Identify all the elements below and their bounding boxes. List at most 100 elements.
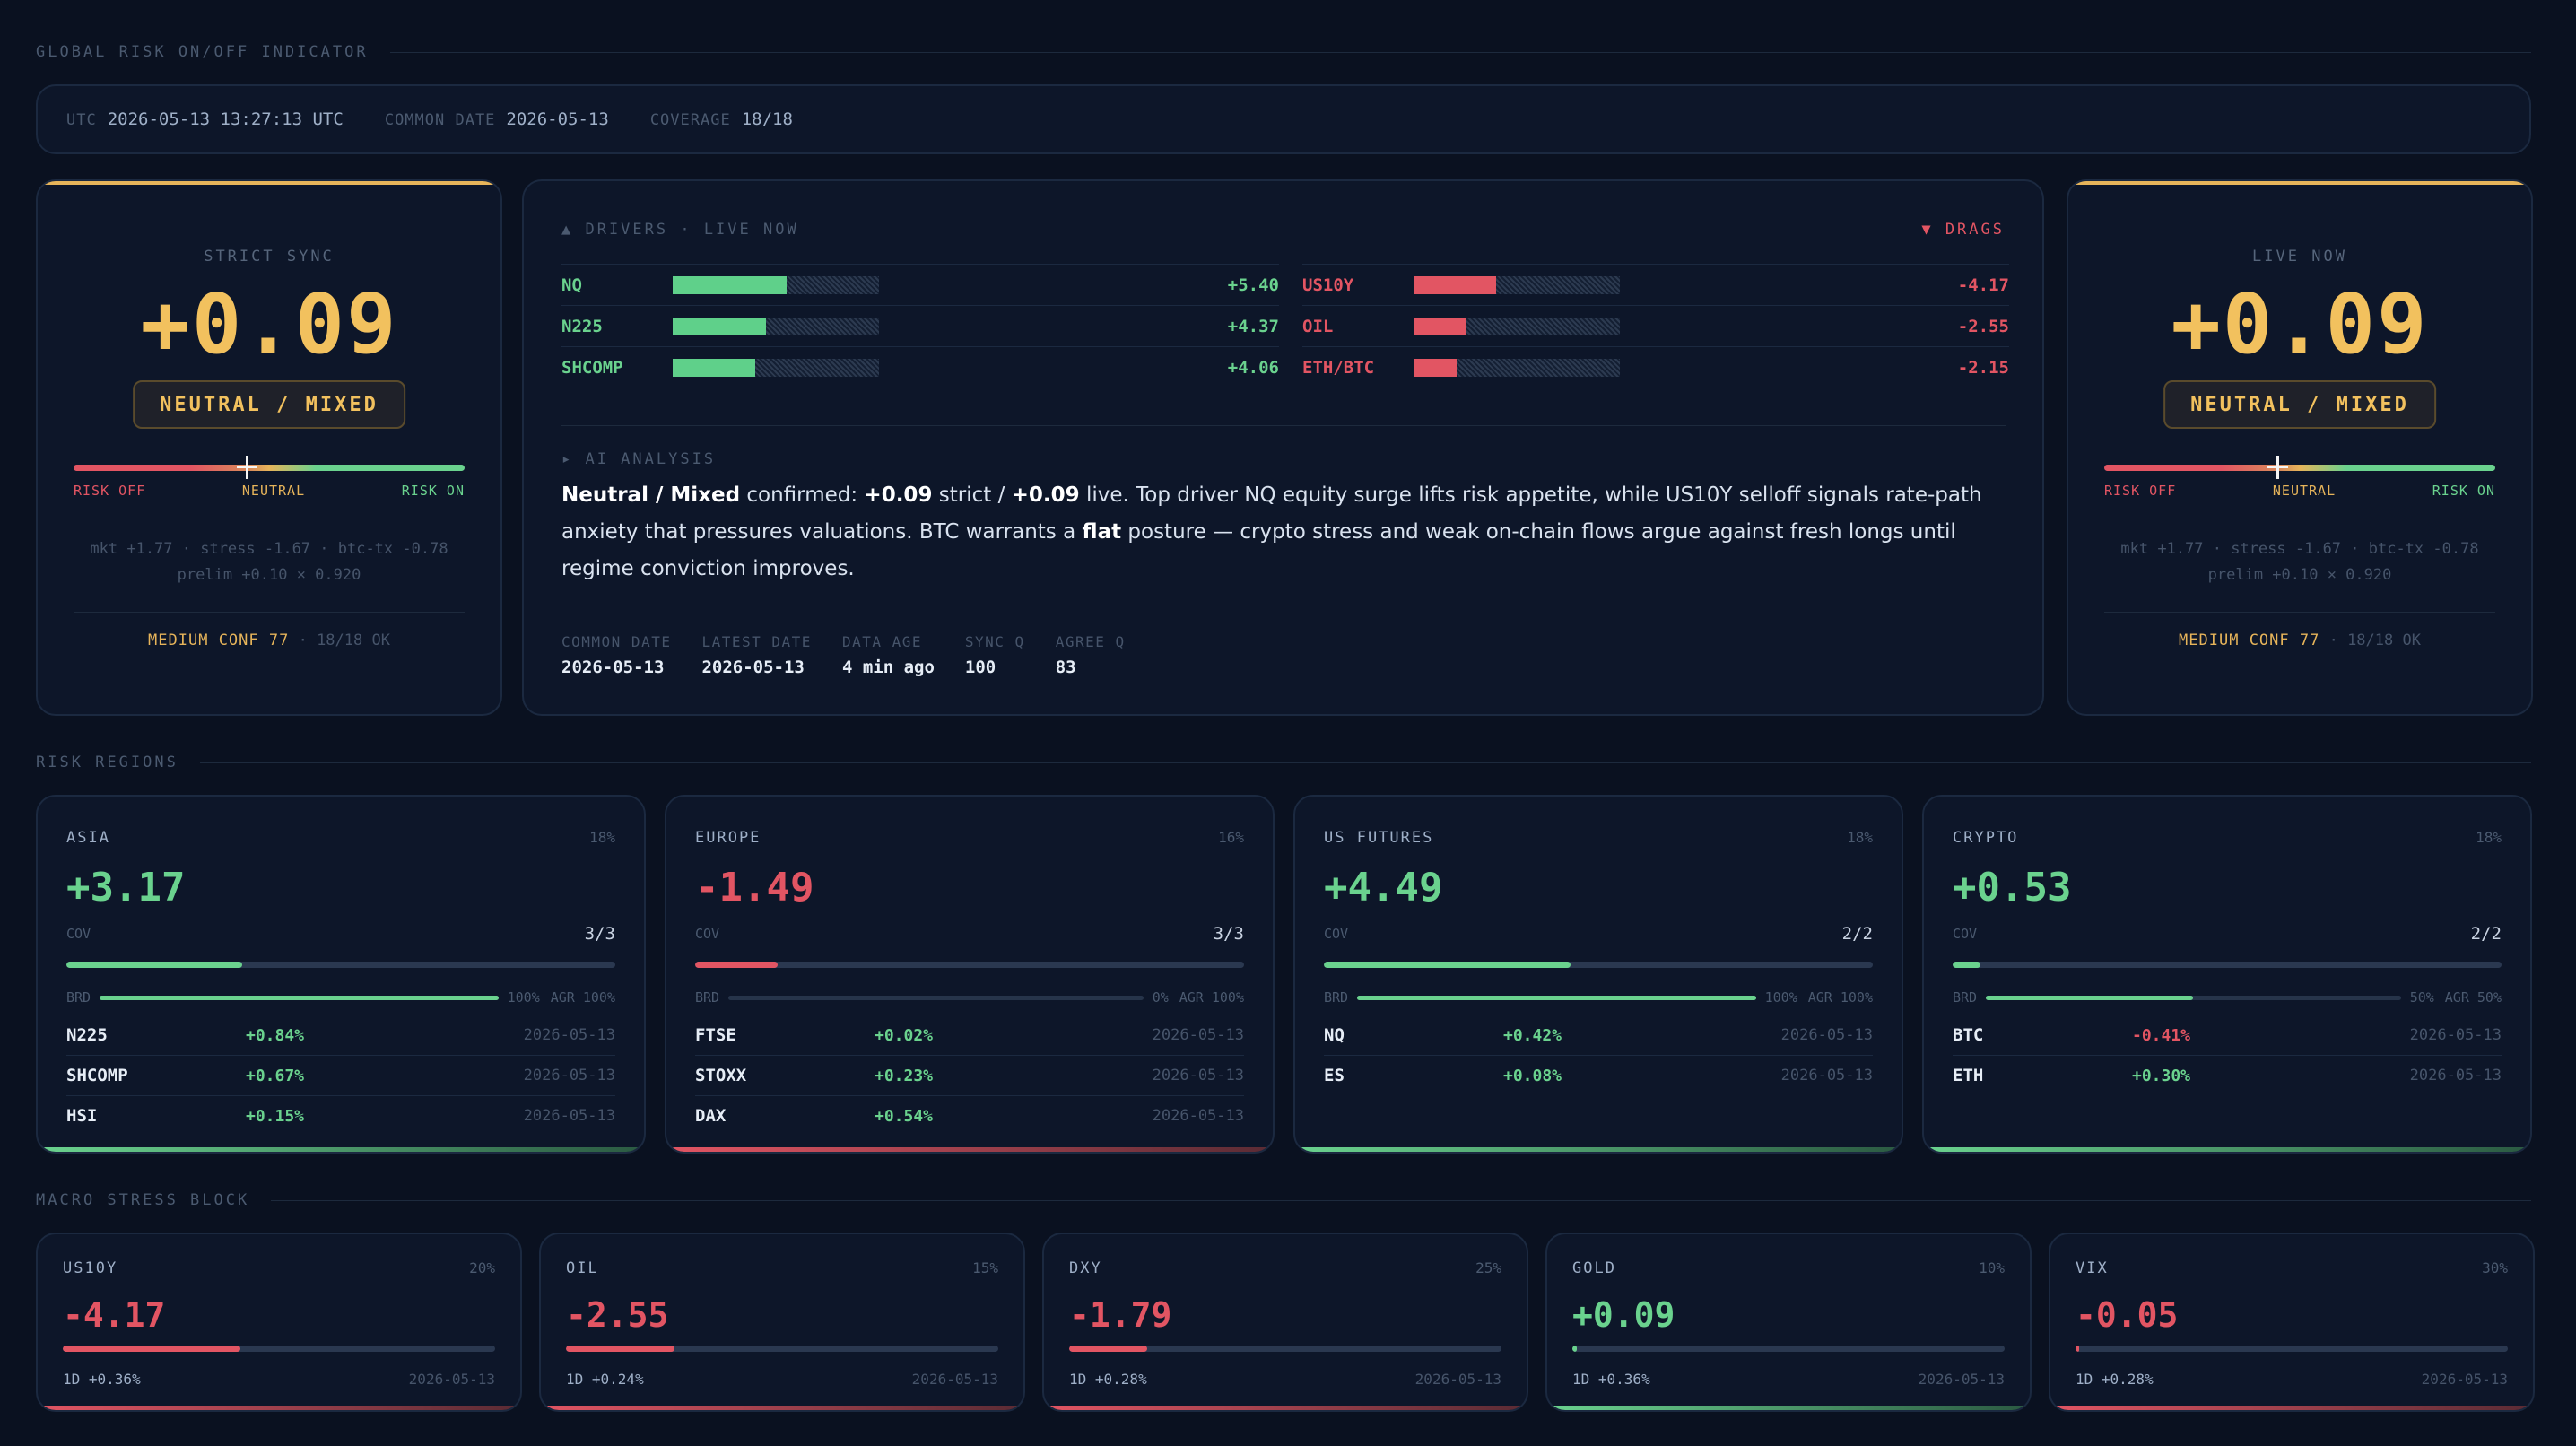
- risk-regions-header: RISK REGIONS: [36, 753, 2531, 771]
- status-strip: [1924, 1147, 2530, 1152]
- scale-neutral: NEUTRAL: [241, 483, 306, 499]
- macro-score: +0.09: [1572, 1295, 1675, 1335]
- asset-row[interactable]: STOXX +0.23% 2026-05-13: [695, 1056, 1244, 1096]
- drag-row[interactable]: US10Y -4.17: [1302, 264, 2009, 305]
- divider: [2104, 612, 2495, 613]
- gauge-value: +0.09: [2171, 276, 2429, 372]
- driver-name: N225: [561, 316, 603, 336]
- asset-date: 2026-05-13: [523, 1067, 615, 1084]
- drags-header: ▼ DRAGS: [1921, 221, 2005, 239]
- macro-card-us10y[interactable]: US10Y 20% -4.17 1D +0.36% 2026-05-13: [36, 1233, 522, 1412]
- status-bar: UTC 2026-05-13 13:27:13 UTC COMMON DATE 20…: [36, 84, 2531, 154]
- driver-row[interactable]: N225 +4.37: [561, 305, 1279, 346]
- drag-row[interactable]: OIL -2.55: [1302, 305, 2009, 346]
- macro-bar-fill: [1069, 1346, 1147, 1352]
- macro-bar-fill: [566, 1346, 674, 1352]
- asset-row[interactable]: HSI +0.15% 2026-05-13: [66, 1096, 615, 1136]
- gauge-scale: RISK OFF NEUTRAL RISK ON: [2104, 483, 2495, 499]
- macro-1d-change: 1D +0.28%: [1069, 1371, 1147, 1388]
- driver-value: +4.06: [1227, 357, 1279, 378]
- confidence-line: MEDIUM CONF 77 · 18/18 OK: [38, 632, 500, 649]
- asset-date: 2026-05-13: [1780, 1026, 1873, 1044]
- breadth-row: BRD 0% AGR 100%: [695, 989, 1244, 1006]
- macro-1d-change: 1D +0.36%: [1572, 1371, 1650, 1388]
- driver-row[interactable]: NQ +5.40: [561, 264, 1279, 305]
- asset-list: FTSE +0.02% 2026-05-13 STOXX +0.23% 2026…: [695, 1015, 1244, 1136]
- drag-bar-fill: [1414, 275, 1496, 294]
- drag-name: US10Y: [1302, 274, 1354, 295]
- macro-score: -0.05: [2076, 1295, 2179, 1335]
- coverage-bar: [1324, 962, 1873, 968]
- scale-neutral: NEUTRAL: [2272, 483, 2337, 499]
- driver-bar-fill: [673, 317, 766, 335]
- macro-date: 2026-05-13: [2421, 1371, 2508, 1388]
- drag-bar: [1414, 317, 1620, 335]
- prelim-line: prelim +0.10 × 0.920: [177, 566, 361, 584]
- status-strip: [2050, 1406, 2533, 1410]
- asset-date: 2026-05-13: [2409, 1026, 2502, 1044]
- common-date-value: 2026-05-13: [506, 109, 609, 129]
- asset-symbol: NQ: [1324, 1025, 1345, 1045]
- driver-row[interactable]: SHCOMP +4.06: [561, 346, 1279, 388]
- page-header: GLOBAL RISK ON/OFF INDICATOR: [36, 43, 2531, 61]
- agreement-percent: AGR 100%: [550, 989, 615, 1006]
- macro-card-vix[interactable]: VIX 30% -0.05 1D +0.28% 2026-05-13: [2049, 1233, 2535, 1412]
- breadth-bar-fill: [100, 995, 499, 1000]
- macro-card-gold[interactable]: GOLD 10% +0.09 1D +0.36% 2026-05-13: [1545, 1233, 2032, 1412]
- asset-row[interactable]: BTC -0.41% 2026-05-13: [1953, 1015, 2502, 1056]
- macro-weight: 20%: [469, 1259, 495, 1276]
- region-weight: 18%: [2476, 829, 2502, 846]
- asset-row[interactable]: DAX +0.54% 2026-05-13: [695, 1096, 1244, 1136]
- asset-change: +0.30%: [2132, 1066, 2191, 1085]
- macro-card-oil[interactable]: OIL 15% -2.55 1D +0.24% 2026-05-13: [539, 1233, 1025, 1412]
- asset-symbol: BTC: [1953, 1025, 1984, 1045]
- section-title: MACRO STRESS BLOCK: [36, 1191, 250, 1209]
- macro-card-dxy[interactable]: DXY 25% -1.79 1D +0.28% 2026-05-13: [1042, 1233, 1528, 1412]
- driver-bar: [673, 358, 879, 377]
- region-card-us-futures[interactable]: US FUTURES 18% +4.49 COV 2/2 BRD 100% AG…: [1293, 795, 1903, 1154]
- asset-date: 2026-05-13: [523, 1026, 615, 1044]
- drag-row[interactable]: ETH/BTC -2.15: [1302, 346, 2009, 388]
- asset-date: 2026-05-13: [1780, 1067, 1873, 1084]
- asset-row[interactable]: ETH +0.30% 2026-05-13: [1953, 1056, 2502, 1095]
- utc-value: 2026-05-13 13:27:13 UTC: [107, 109, 344, 129]
- macro-name: DXY: [1069, 1259, 1102, 1277]
- region-card-europe[interactable]: EUROPE 16% -1.49 COV 3/3 BRD 0% AGR 100%…: [665, 795, 1275, 1154]
- asset-row[interactable]: ES +0.08% 2026-05-13: [1324, 1056, 1873, 1095]
- breadth-percent: 100%: [1764, 989, 1797, 1006]
- strict-sync-card[interactable]: STRICT SYNC +0.09 NEUTRAL / MIXED RISK O…: [36, 179, 502, 716]
- macro-weight: 10%: [1979, 1259, 2005, 1276]
- asset-row[interactable]: FTSE +0.02% 2026-05-13: [695, 1015, 1244, 1056]
- breadth-row: BRD 50% AGR 50%: [1953, 989, 2502, 1006]
- asset-row[interactable]: N225 +0.84% 2026-05-13: [66, 1015, 615, 1056]
- drag-bar-fill: [1414, 317, 1466, 335]
- scale-risk-off: RISK OFF: [2104, 483, 2177, 499]
- region-name: ASIA: [66, 829, 110, 847]
- region-card-asia[interactable]: ASIA 18% +3.17 COV 3/3 BRD 100% AGR 100%…: [36, 795, 646, 1154]
- asset-symbol: DAX: [695, 1106, 727, 1126]
- coverage-value: 18/18: [741, 109, 793, 129]
- drag-name: OIL: [1302, 316, 1334, 336]
- asset-change: +0.08%: [1503, 1066, 1562, 1085]
- divider: [561, 425, 2006, 426]
- region-card-crypto[interactable]: CRYPTO 18% +0.53 COV 2/2 BRD 50% AGR 50%…: [1922, 795, 2532, 1154]
- asset-row[interactable]: SHCOMP +0.67% 2026-05-13: [66, 1056, 615, 1096]
- prelim-line: prelim +0.10 × 0.920: [2207, 566, 2392, 584]
- driver-value: +4.37: [1227, 316, 1279, 336]
- regime-badge: NEUTRAL / MIXED: [133, 380, 405, 429]
- asset-date: 2026-05-13: [1152, 1107, 1244, 1125]
- common-date-readout: COMMON DATE 2026-05-13: [385, 109, 609, 129]
- asset-row[interactable]: NQ +0.42% 2026-05-13: [1324, 1015, 1873, 1056]
- live-now-card[interactable]: LIVE NOW +0.09 NEUTRAL / MIXED RISK OFF …: [2067, 179, 2533, 716]
- status-strip: [38, 1147, 644, 1152]
- drag-bar-fill: [1414, 358, 1458, 377]
- asset-date: 2026-05-13: [1152, 1067, 1244, 1084]
- driver-name: NQ: [561, 274, 582, 295]
- status-strip: [541, 1406, 1023, 1410]
- macro-name: GOLD: [1572, 1259, 1616, 1277]
- breadth-percent: 0%: [1152, 989, 1169, 1006]
- coverage-value: 3/3: [584, 924, 615, 944]
- meta-agree-q: AGREE Q 83: [1056, 633, 1126, 677]
- drag-name: ETH/BTC: [1302, 357, 1375, 378]
- driver-bar-fill: [673, 275, 787, 294]
